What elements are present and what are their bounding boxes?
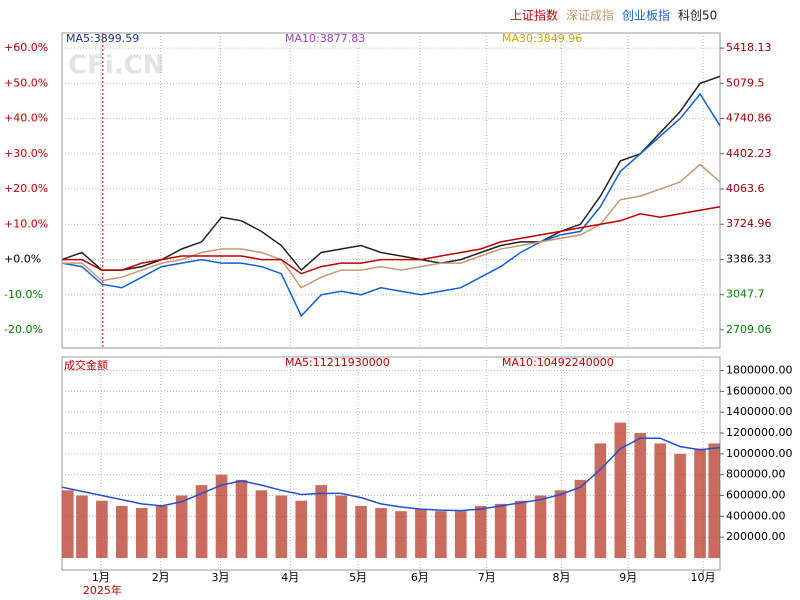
y-tick-label: 600000.00 [726,489,786,502]
volume-bar [155,505,168,559]
y-tick-label: 1600000.00 [726,384,792,397]
ma-label: MA30:3849.96 [502,32,582,45]
y-tick-label: +40.0% [4,112,48,125]
volume-bar [674,453,686,559]
y2-tick-label: 4402.23 [726,147,772,160]
y-tick-label: +20.0% [4,182,48,195]
y2-tick-label: 5418.13 [726,41,772,54]
legend-entry: 科创50 [678,9,717,23]
x-tick-label: 2月 [152,571,170,584]
y-tick-label: 1400000.00 [726,405,792,418]
volume-bar [195,485,208,559]
volume-bar [415,509,427,559]
y-tick-label: 800000.00 [726,468,786,481]
x-tick-label: 6月 [411,571,429,584]
y-tick-label: 1200000.00 [726,426,792,439]
volume-bar [215,474,228,559]
volume-bar [435,511,447,559]
x-tick-label: 1月 [92,571,110,584]
index-line [61,75,721,272]
ma-label: MA10:10492240000 [502,356,614,369]
volume-bar [694,448,706,559]
volume-bar [315,485,328,559]
y-tick-label: +0.0% [4,253,41,266]
y2-tick-label: 4063.6 [726,182,765,195]
volume-bar [395,511,407,559]
y-tick-label: +60.0% [4,41,48,54]
legend-entry: 上证指数 [510,8,558,23]
volume-bar [135,508,148,559]
volume-bar [708,443,720,559]
y2-tick-label: 2709.06 [726,323,772,336]
y2-tick-label: 3386.33 [726,252,772,265]
ma-label: MA5:11211930000 [285,356,390,369]
y2-tick-label: 5079.5 [726,76,765,89]
y-tick-label: +50.0% [4,76,48,89]
y-tick-label: -20.0% [4,323,43,336]
x-tick-label: 8月 [552,571,570,584]
volume-bar [474,505,487,559]
y-tick-label: 1000000.00 [726,447,792,460]
legend-entry: 深证成指 [566,8,614,23]
x-tick-label: 3月 [212,571,230,584]
year-label: 2025年 [83,583,122,597]
average-line [61,437,721,512]
volume-bar [534,495,547,559]
volume-bar [594,443,607,559]
volume-bar [116,505,128,559]
y-tick-label: 1800000.00 [726,364,792,377]
y-tick-label: 200000.00 [726,530,786,543]
volume-bar [574,479,587,559]
volume-bar [335,495,347,559]
volume-bar [175,495,188,559]
legend-entry: 创业板指 [622,8,670,23]
volume-bar [494,503,507,559]
y-tick-label: 400000.00 [726,509,786,522]
y2-tick-label: 3047.7 [726,288,765,301]
y-tick-label: +10.0% [4,217,48,230]
y2-tick-label: 4740.86 [726,112,772,125]
volume-bar [454,511,467,559]
price-panel [61,32,721,349]
volume-bar [375,508,387,559]
volume-bar [235,479,248,559]
volume-bar [554,490,567,559]
volume-bar [62,490,74,559]
volume-bar [355,505,367,559]
x-tick-label: 5月 [349,571,367,584]
x-tick-label: 9月 [619,571,637,584]
x-tick-label: 4月 [281,571,299,584]
y2-tick-label: 3724.96 [726,217,772,230]
volume-bar [255,490,268,559]
volume-bar [654,443,666,559]
index-line [62,205,721,275]
volume-bar [96,500,108,559]
y-tick-label: -10.0% [4,288,43,301]
index-line [61,92,721,318]
volume-bar [634,433,647,559]
x-tick-label: 10月 [691,571,716,584]
volume-title: 成交金额 [64,358,108,372]
volume-bar [295,500,308,559]
watermark: CFi.CN [68,51,164,81]
volume-bar [275,495,288,559]
index-line [62,163,721,289]
volume-bar [514,500,527,559]
ma-label: MA10:3877.83 [285,32,365,45]
y-tick-label: +30.0% [4,147,48,160]
volume-bar [614,422,627,559]
volume-bar [76,495,88,559]
x-tick-label: 7月 [478,571,496,584]
